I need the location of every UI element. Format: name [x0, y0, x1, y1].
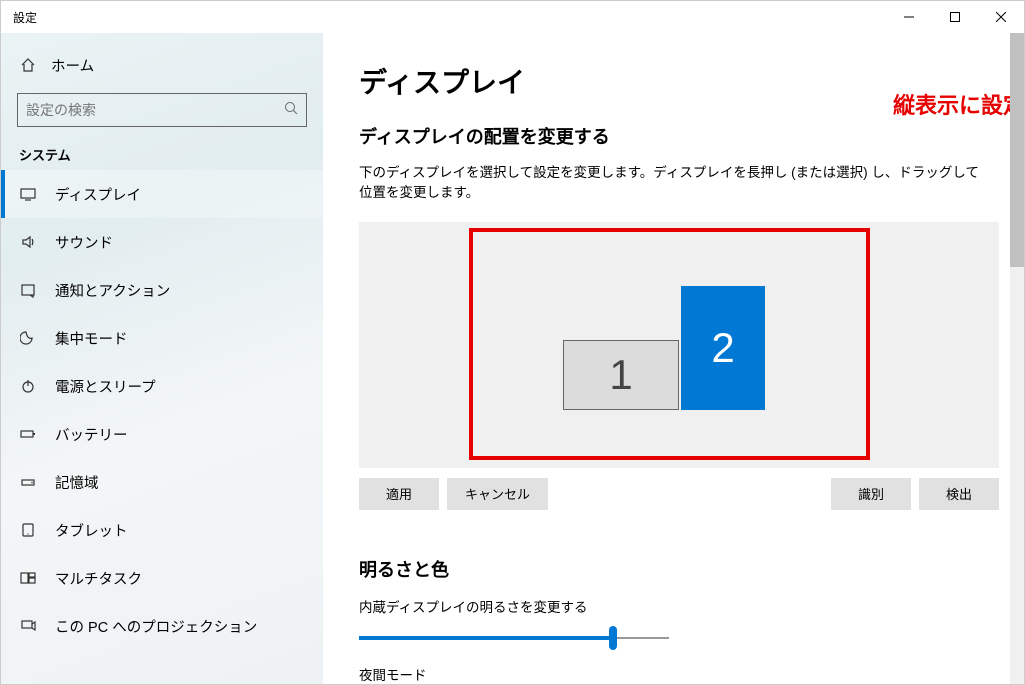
sidebar: ホーム システム ディスプレイサウンド通知とアクション集中モード電源とスリープバ…: [1, 33, 323, 684]
nav-item-label: マルチタスク: [55, 568, 142, 589]
minimize-button[interactable]: [886, 1, 932, 33]
cancel-button[interactable]: キャンセル: [447, 478, 548, 510]
titlebar: 設定: [1, 1, 1024, 33]
nav-item-label: 記憶域: [55, 472, 99, 493]
category-label: システム: [1, 145, 323, 164]
identify-button[interactable]: 識別: [831, 478, 911, 510]
nav-item-label: バッテリー: [55, 424, 128, 445]
arrange-desc: 下のディスプレイを選択して設定を変更します。ディスプレイを長押し (または選択)…: [359, 163, 988, 204]
nav-item-label: タブレット: [55, 520, 128, 541]
window-body: ホーム システム ディスプレイサウンド通知とアクション集中モード電源とスリープバ…: [1, 33, 1024, 684]
window-controls: [886, 1, 1024, 33]
scrollbar-thumb[interactable]: [1010, 33, 1024, 267]
nav-item-notify[interactable]: 通知とアクション: [1, 266, 323, 314]
home-icon: [19, 56, 37, 74]
apply-button[interactable]: 適用: [359, 478, 439, 510]
minimize-icon: [904, 12, 914, 22]
settings-window: 設定 ホーム: [0, 0, 1025, 685]
battery-icon: [19, 425, 37, 443]
nav-item-sound[interactable]: サウンド: [1, 218, 323, 266]
nav-item-tablet[interactable]: タブレット: [1, 506, 323, 554]
monitor-2[interactable]: 2: [681, 286, 765, 410]
annotation-highlight-box: 1 2: [469, 228, 870, 460]
main-content: ディスプレイ 縦表示に設定される ディスプレイの配置を変更する 下のディスプレイ…: [323, 33, 1024, 684]
tablet-icon: [19, 521, 37, 539]
annotation-text: 縦表示に設定される: [893, 88, 1024, 120]
slider-fill: [359, 636, 613, 640]
home-label: ホーム: [51, 55, 94, 76]
detect-button[interactable]: 検出: [919, 478, 999, 510]
nav-item-label: サウンド: [55, 232, 113, 253]
focus-icon: [19, 329, 37, 347]
nav-item-battery[interactable]: バッテリー: [1, 410, 323, 458]
arrange-title: ディスプレイの配置を変更する: [359, 123, 988, 149]
notify-icon: [19, 281, 37, 299]
nav-item-focus[interactable]: 集中モード: [1, 314, 323, 362]
display-arrangement-canvas[interactable]: 1 2: [359, 222, 999, 468]
nav-item-label: 通知とアクション: [55, 280, 170, 301]
nav-item-label: 電源とスリープ: [55, 376, 156, 397]
arrange-buttons: 適用 キャンセル 識別 検出: [359, 478, 999, 510]
nav-item-multitask[interactable]: マルチタスク: [1, 554, 323, 602]
nav-item-label: この PC へのプロジェクション: [55, 616, 257, 637]
search-input[interactable]: [17, 93, 307, 127]
scrollbar[interactable]: [1010, 33, 1024, 684]
sound-icon: [19, 233, 37, 251]
night-mode-label: 夜間モード: [359, 664, 988, 684]
brightness-title: 明るさと色: [359, 556, 988, 582]
monitor-1[interactable]: 1: [563, 340, 679, 410]
window-title: 設定: [13, 9, 37, 26]
nav-item-label: ディスプレイ: [55, 184, 141, 205]
maximize-button[interactable]: [932, 1, 978, 33]
maximize-icon: [950, 12, 960, 22]
nav-list: ディスプレイサウンド通知とアクション集中モード電源とスリープバッテリー記憶域タブ…: [1, 170, 323, 650]
power-icon: [19, 377, 37, 395]
project-icon: [19, 617, 37, 635]
brightness-label: 内蔵ディスプレイの明るさを変更する: [359, 596, 988, 616]
multitask-icon: [19, 569, 37, 587]
display-icon: [19, 185, 37, 203]
search-field[interactable]: [26, 102, 284, 118]
home-link[interactable]: ホーム: [17, 43, 307, 87]
nav-item-label: 集中モード: [55, 328, 128, 349]
search-icon: [284, 101, 298, 120]
brightness-slider[interactable]: [359, 626, 669, 650]
nav-item-display[interactable]: ディスプレイ: [1, 170, 323, 218]
slider-thumb[interactable]: [609, 626, 617, 650]
nav-item-project[interactable]: この PC へのプロジェクション: [1, 602, 323, 650]
nav-item-power[interactable]: 電源とスリープ: [1, 362, 323, 410]
nav-item-storage[interactable]: 記憶域: [1, 458, 323, 506]
close-button[interactable]: [978, 1, 1024, 33]
close-icon: [996, 12, 1006, 22]
storage-icon: [19, 473, 37, 491]
